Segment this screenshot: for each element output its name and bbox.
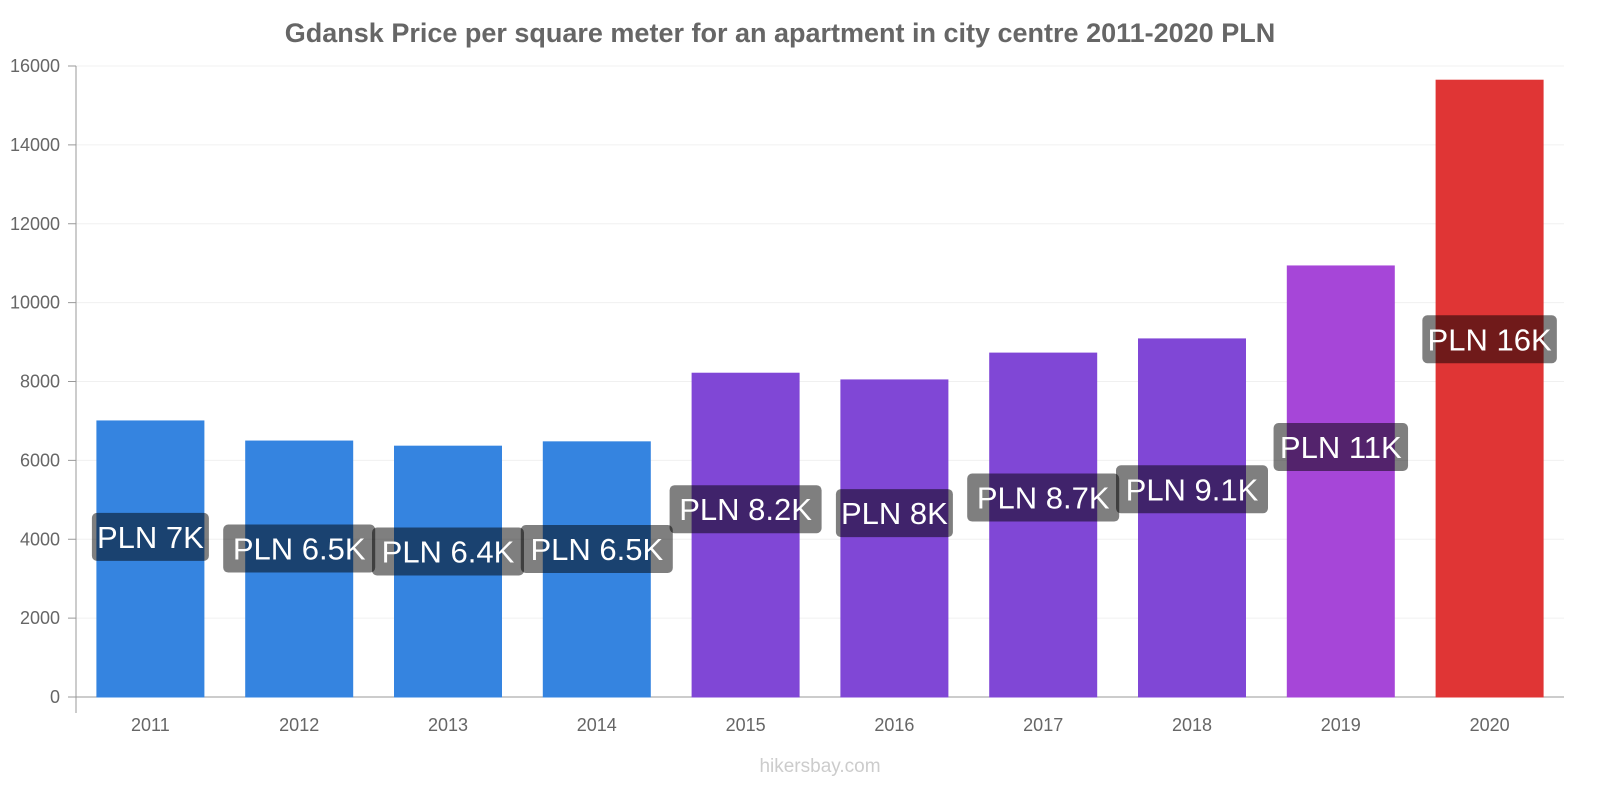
y-tick-label: 10000	[10, 293, 60, 313]
data-label: PLN 8.7K	[977, 481, 1110, 516]
bar-2015	[691, 372, 800, 698]
data-label: PLN 11K	[1280, 430, 1402, 465]
x-tick-label: 2019	[1321, 715, 1361, 735]
x-tick-label: 2018	[1172, 715, 1212, 735]
x-tick-label: 2011	[131, 715, 170, 735]
x-tick-label: 2015	[726, 715, 766, 735]
bar-2017	[989, 352, 1098, 698]
y-tick-label: 8000	[20, 372, 60, 392]
data-label-box	[967, 473, 1120, 522]
data-label: PLN 6.5K	[233, 532, 366, 567]
x-tick-label: 2012	[279, 715, 319, 735]
chart-title: Gdansk Price per square meter for an apa…	[285, 18, 1275, 48]
watermark: hikersbay.com	[759, 756, 880, 777]
x-tick-label: 2020	[1470, 715, 1510, 735]
data-label: PLN 9.1K	[1126, 472, 1259, 507]
data-label: PLN 6.4K	[382, 535, 515, 570]
x-tick-label: 2017	[1023, 715, 1063, 735]
data-label-box	[91, 512, 209, 561]
data-label: PLN 8.2K	[679, 492, 812, 527]
data-label-box	[669, 485, 822, 534]
data-label: PLN 7K	[97, 520, 204, 555]
y-tick-label: 4000	[20, 529, 60, 549]
data-label: PLN 6.5K	[530, 532, 663, 567]
x-tick-label: 2013	[428, 715, 468, 735]
y-tick-label: 2000	[20, 608, 60, 628]
y-tick-label: 0	[50, 687, 60, 707]
bar-2016	[840, 379, 949, 698]
data-label: PLN 16K	[1428, 322, 1552, 357]
data-label-box	[520, 525, 673, 574]
x-tick-label: 2014	[577, 715, 617, 735]
data-label-box	[372, 527, 524, 576]
data-label-box	[1116, 465, 1268, 514]
data-label-box	[1273, 422, 1409, 471]
bar-2019	[1286, 265, 1395, 698]
data-label: PLN 8K	[841, 496, 948, 531]
y-tick-label: 16000	[10, 56, 60, 76]
bar-2018	[1138, 338, 1246, 698]
x-tick-label: 2016	[874, 715, 914, 735]
y-tick-label: 6000	[20, 450, 60, 470]
bar-2020	[1435, 79, 1544, 698]
y-tick-label: 14000	[10, 135, 60, 155]
data-label-box	[1422, 315, 1557, 364]
y-tick-label: 12000	[10, 214, 60, 234]
data-label-box	[223, 524, 376, 573]
data-label-box	[835, 489, 953, 538]
